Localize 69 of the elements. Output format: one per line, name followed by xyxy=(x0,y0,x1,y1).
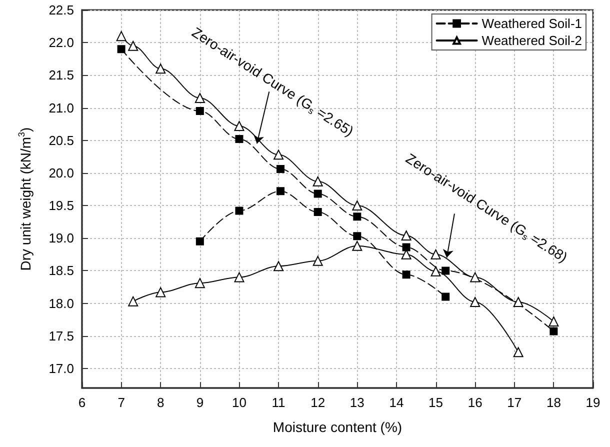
point xyxy=(274,261,284,272)
point xyxy=(156,287,166,298)
point xyxy=(470,296,480,307)
point xyxy=(128,40,138,51)
point xyxy=(196,107,204,116)
point xyxy=(430,266,441,276)
y-tick-label: 19.0 xyxy=(48,230,74,246)
y-tick-label: 20.0 xyxy=(48,165,74,180)
point xyxy=(276,165,285,174)
x-tick-label: 12 xyxy=(310,395,326,410)
point xyxy=(196,237,204,246)
point xyxy=(235,135,244,144)
point xyxy=(276,187,285,196)
point xyxy=(116,31,126,42)
point xyxy=(442,266,450,275)
y-axis-title: Dry unit weight (kN/m3) xyxy=(16,127,34,271)
x-axis-title: Moisture content (%) xyxy=(272,419,402,435)
x-tick-label: 15 xyxy=(428,395,444,410)
x-tick-label: 9 xyxy=(196,395,204,410)
x-tick-label: 6 xyxy=(78,395,86,410)
y-tick-label: 22.5 xyxy=(48,2,74,18)
point xyxy=(352,240,362,251)
point xyxy=(402,243,410,252)
point xyxy=(314,190,322,198)
point xyxy=(352,200,362,211)
point xyxy=(128,296,138,306)
point xyxy=(550,327,558,336)
point xyxy=(274,150,284,160)
x-tick-label: 17 xyxy=(507,395,522,410)
y-tick-label: 19.5 xyxy=(48,198,74,214)
point xyxy=(312,176,323,186)
point xyxy=(156,64,166,74)
point xyxy=(234,121,244,132)
point xyxy=(194,92,205,103)
y-tick-label: 17.5 xyxy=(48,328,74,344)
point xyxy=(548,316,559,327)
point xyxy=(314,208,322,216)
y-tick-label: 21.5 xyxy=(48,68,74,83)
point xyxy=(234,272,244,282)
x-tick-label: 16 xyxy=(468,395,482,410)
point xyxy=(430,249,441,260)
y-tick-label: 20.5 xyxy=(48,132,74,148)
y-tick-label: 18.0 xyxy=(48,296,74,311)
legend-label: Weathered Soil-1 xyxy=(482,16,582,31)
x-tick-label: 19 xyxy=(586,395,600,410)
point xyxy=(117,45,126,54)
point xyxy=(401,230,412,240)
x-tick-label: 7 xyxy=(118,395,125,410)
point xyxy=(402,270,410,279)
y-tick-label: 21.0 xyxy=(48,100,74,116)
point xyxy=(513,347,524,358)
y-tick-label: 17.0 xyxy=(48,360,74,376)
x-tick-label: 10 xyxy=(232,395,246,410)
y-tick-label: 22.0 xyxy=(48,35,74,50)
x-tick-label: 11 xyxy=(272,395,286,410)
x-tick-label: 14 xyxy=(389,395,404,410)
point xyxy=(312,256,323,266)
x-tick-label: 18 xyxy=(546,395,561,410)
y-tick-label: 18.5 xyxy=(48,263,74,278)
point xyxy=(513,296,524,307)
x-tick-label: 8 xyxy=(157,395,164,410)
point xyxy=(194,278,205,288)
point xyxy=(353,232,362,240)
point xyxy=(235,206,244,215)
point xyxy=(353,212,362,221)
legend-label: Weathered Soil-2 xyxy=(482,33,582,48)
point xyxy=(470,272,480,282)
x-tick-label: 13 xyxy=(350,395,364,410)
point xyxy=(442,292,450,301)
